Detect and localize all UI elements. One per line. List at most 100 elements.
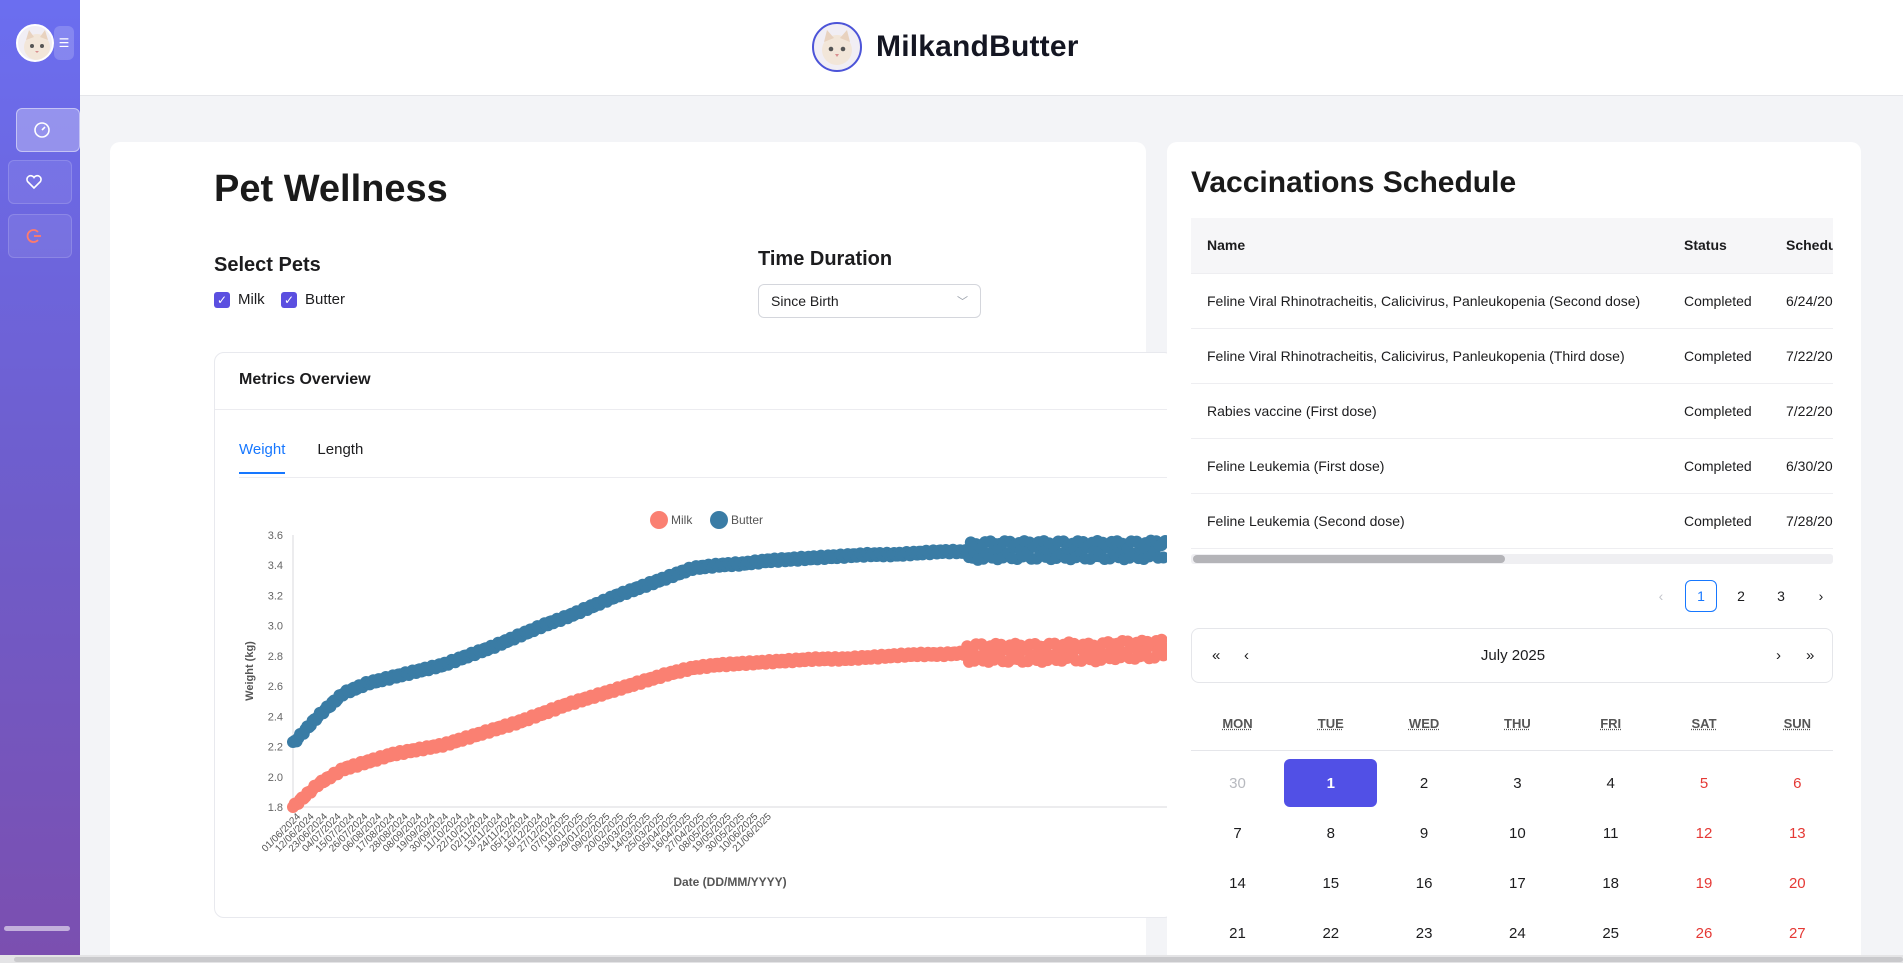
sidebar-item-favorites[interactable] (8, 160, 72, 204)
calendar-day[interactable]: 23 (1415, 924, 1433, 942)
y-axis-label: Weight (kg) (244, 641, 256, 701)
logout-icon (26, 229, 41, 243)
calendar-day[interactable]: 26 (1695, 924, 1713, 942)
sidebar-scrollbar[interactable] (4, 926, 70, 931)
calendar-day[interactable]: 17 (1509, 874, 1526, 892)
calendar-day[interactable]: 13 (1788, 824, 1806, 842)
page-horizontal-scrollbar[interactable] (0, 955, 1903, 963)
sidebar: ☰ (0, 0, 80, 955)
table-row[interactable]: Feline Leukemia (First dose) Completed 6… (1191, 438, 1833, 494)
column-header-status[interactable]: Status (1668, 218, 1770, 274)
tab-length[interactable]: Length (317, 441, 364, 458)
calendar-day[interactable]: 16 (1415, 874, 1433, 892)
check-icon: ✓ (281, 291, 297, 308)
table-horizontal-scrollbar[interactable] (1191, 554, 1833, 564)
calendar-day[interactable]: 1 (1284, 759, 1378, 807)
legend-marker (650, 511, 668, 529)
y-tick-label: 2.6 (268, 681, 283, 693)
weekday-tue: TUE (1317, 716, 1344, 731)
vaccinations-title: Vaccinations Schedule (1191, 166, 1517, 199)
next-year-button[interactable]: » (1806, 647, 1815, 664)
y-tick-label: 3.6 (268, 530, 283, 542)
y-tick-label: 3.2 (268, 590, 283, 602)
calendar-day[interactable]: 9 (1419, 824, 1429, 842)
table-row[interactable]: Rabies vaccine (First dose) Completed 7/… (1191, 383, 1833, 439)
pet-checkbox-label: Butter (305, 291, 346, 308)
calendar-day[interactable]: 12 (1695, 824, 1713, 842)
calendar-day[interactable]: 5 (1699, 774, 1709, 792)
calendar-day[interactable]: 27 (1788, 924, 1806, 942)
table-row[interactable]: Feline Leukemia (Second dose) Completed … (1191, 493, 1833, 549)
calendar-day[interactable]: 30 (1229, 774, 1246, 792)
calendar-month-label[interactable]: July 2025 (1480, 647, 1546, 664)
vaccine-date: 6/24/2025 (1770, 273, 1833, 329)
calendar-day[interactable]: 4 (1606, 774, 1615, 792)
pagination-page-3[interactable]: 3 (1777, 588, 1785, 604)
column-header-scheduled[interactable]: Scheduled (1770, 218, 1833, 274)
menu-toggle-icon[interactable]: ☰ (54, 26, 74, 60)
weekday-sun: SUN (1783, 716, 1812, 731)
weekday-mon: MON (1222, 716, 1253, 731)
pagination-page-1[interactable]: 1 (1685, 580, 1717, 612)
table-row[interactable]: Feline Viral Rhinotracheitis, Caliciviru… (1191, 273, 1833, 329)
calendar-day[interactable]: 21 (1229, 924, 1246, 942)
pet-checkbox-butter[interactable]: ✓ Butter (281, 291, 345, 308)
vaccine-date: 6/30/2025 (1770, 438, 1833, 494)
table-header-row: Name Status Scheduled (1191, 218, 1833, 274)
calendar-day[interactable]: 10 (1509, 824, 1526, 842)
sidebar-item-dashboard[interactable] (16, 108, 80, 152)
calendar-day[interactable]: 19 (1695, 874, 1713, 892)
tab-weight[interactable]: Weight (239, 441, 286, 474)
y-tick-label: 3.0 (268, 621, 283, 633)
cat-avatar-icon[interactable] (16, 24, 54, 62)
calendar-day[interactable]: 15 (1322, 874, 1340, 892)
legend-label: Milk (671, 513, 693, 527)
calendar-day[interactable]: 7 (1233, 824, 1242, 842)
sidebar-item-logout[interactable] (8, 214, 72, 258)
calendar-day[interactable]: 22 (1322, 924, 1340, 942)
calendar-day[interactable]: 3 (1513, 774, 1522, 792)
calendar-day[interactable]: 6 (1793, 774, 1802, 792)
calendar-day[interactable]: 14 (1229, 874, 1246, 892)
time-duration-value: Since Birth (771, 293, 839, 309)
vaccinations-card: Vaccinations Schedule Name Status Schedu… (1167, 142, 1861, 963)
column-header-name[interactable]: Name (1191, 218, 1668, 274)
vaccine-status: Completed (1668, 383, 1770, 439)
table-row[interactable]: Feline Viral Rhinotracheitis, Caliciviru… (1191, 328, 1833, 384)
calendar-day[interactable]: 20 (1788, 874, 1806, 892)
pagination-prev-button[interactable]: ‹ (1658, 588, 1664, 604)
prev-month-button[interactable]: ‹ (1244, 647, 1249, 664)
calendar-day[interactable]: 24 (1509, 924, 1526, 942)
vaccine-name: Rabies vaccine (First dose) (1191, 383, 1668, 439)
y-tick-label: 2.0 (268, 772, 283, 784)
vaccine-status: Completed (1668, 493, 1770, 549)
weight-chart: 1.82.02.22.42.62.83.03.23.43.601/06/2024… (244, 511, 1172, 889)
weekday-wed: WED (1408, 716, 1440, 731)
metrics-title: Metrics Overview (239, 371, 371, 388)
check-icon: ✓ (214, 291, 230, 308)
prev-year-button[interactable]: « (1212, 647, 1221, 664)
calendar-header: « ‹ July 2025 › » (1191, 628, 1833, 683)
vaccine-name: Feline Leukemia (First dose) (1191, 438, 1668, 494)
select-pets-label: Select Pets (214, 254, 321, 276)
metrics-header: Metrics Overview (215, 353, 1173, 410)
vaccine-name: Feline Viral Rhinotracheitis, Caliciviru… (1191, 328, 1668, 384)
calendar-divider (1191, 750, 1833, 751)
pagination-next-button[interactable]: › (1818, 588, 1824, 604)
calendar-day[interactable]: 18 (1602, 874, 1620, 892)
data-point (1157, 551, 1170, 564)
pagination-page-2[interactable]: 2 (1737, 588, 1745, 604)
calendar-day[interactable]: 8 (1326, 824, 1335, 842)
time-duration-select[interactable]: Since Birth ﹀ (758, 284, 981, 318)
y-tick-label: 2.8 (268, 651, 283, 663)
vaccinations-table: Name Status Scheduled Feline Viral Rhino… (1191, 218, 1833, 554)
calendar-day[interactable]: 11 (1602, 824, 1619, 842)
pet-checkbox-milk[interactable]: ✓ Milk (214, 291, 265, 308)
next-month-button[interactable]: › (1776, 647, 1781, 664)
calendar-day[interactable]: 25 (1602, 924, 1620, 942)
calendar-day[interactable]: 2 (1419, 774, 1429, 792)
brand[interactable]: MilkandButter (812, 22, 1079, 72)
scrollbar-thumb[interactable] (14, 957, 1903, 962)
scrollbar-thumb[interactable] (1193, 555, 1505, 563)
weekday-sat: SAT (1691, 716, 1717, 731)
